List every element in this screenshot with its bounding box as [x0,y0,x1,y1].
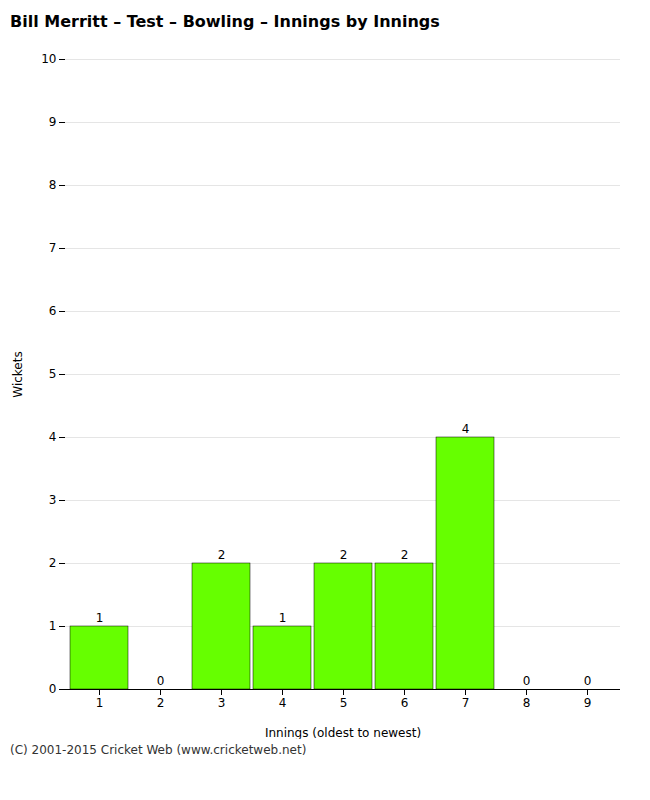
svg-text:1: 1 [96,611,104,625]
svg-text:4: 4 [49,430,57,444]
svg-text:6: 6 [401,696,409,710]
svg-text:3: 3 [218,696,226,710]
svg-text:5: 5 [49,367,57,381]
svg-text:2: 2 [49,556,57,570]
svg-text:0: 0 [157,674,165,688]
svg-text:1: 1 [96,696,104,710]
svg-text:0: 0 [49,682,57,696]
svg-text:4: 4 [462,422,470,436]
svg-text:7: 7 [462,696,470,710]
svg-text:4: 4 [279,696,287,710]
svg-text:Wickets: Wickets [11,351,25,397]
svg-text:0: 0 [584,674,592,688]
html-text:(C) 2001-2015 Cricket Web (www: (C) 2001-2015 Cricket Web (www.cricketwe… [10,743,307,757]
svg-text:1: 1 [279,611,287,625]
svg-text:0: 0 [523,674,531,688]
svg-text:5: 5 [340,696,348,710]
svg-text:2: 2 [157,696,165,710]
svg-text:3: 3 [49,493,57,507]
svg-text:2: 2 [340,548,348,562]
svg-text:10: 10 [41,52,56,66]
svg-text:8: 8 [49,178,57,192]
svg-text:2: 2 [218,548,226,562]
svg-text:9: 9 [49,115,57,129]
svg-text:Innings (oldest to newest): Innings (oldest to newest) [265,726,421,740]
svg-text:2: 2 [401,548,409,562]
svg-text:7: 7 [49,241,57,255]
svg-text:6: 6 [49,304,57,318]
svg-text:1: 1 [49,619,57,633]
html-text:Bill Merritt – Test – Bowling: Bill Merritt – Test – Bowling – Innings … [10,12,440,31]
svg-text:9: 9 [584,696,592,710]
svg-text:8: 8 [523,696,531,710]
